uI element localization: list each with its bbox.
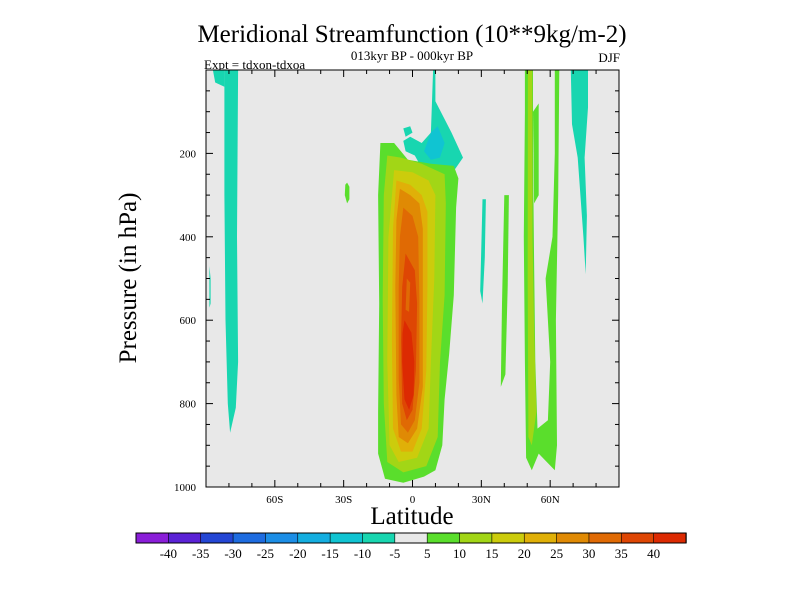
colorbar-swatch — [362, 532, 396, 544]
colorbar-swatch — [135, 532, 170, 544]
colorbar-label: -30 — [224, 546, 241, 561]
colorbar-label: 15 — [485, 546, 498, 561]
x-tick-label: 30N — [472, 494, 491, 506]
y-tick-label: 400 — [180, 232, 197, 244]
season-label: DJF — [598, 50, 620, 65]
y-tick-label: 600 — [180, 315, 197, 327]
chart-title: Meridional Streamfunction (10**9kg/m-2) — [197, 21, 626, 48]
contour-tropical-patch — [405, 278, 411, 312]
colorbar-swatch — [329, 532, 364, 544]
colorbar-label: -20 — [289, 546, 306, 561]
x-tick-label: 0 — [410, 494, 416, 506]
contour-upper-neg-left — [403, 126, 413, 137]
y-tick-label: 1000 — [174, 482, 197, 494]
contour-south-tongue — [212, 70, 225, 87]
contour-fill-layer — [209, 70, 588, 483]
contour-upper-neg-inner — [424, 126, 445, 160]
colorbar-label: -25 — [257, 546, 274, 561]
x-tick-label: 60S — [266, 494, 283, 506]
colorbar-label: 30 — [582, 546, 595, 561]
colorbar-swatch — [491, 532, 525, 544]
colorbar-swatch — [232, 532, 267, 544]
colorbar-label: -10 — [354, 546, 371, 561]
colorbar-swatch — [459, 532, 493, 544]
plot-area: 60S 30S 0 30N 60N 200 400 600 800 1000 — [174, 69, 620, 506]
x-axis-title: Latitude — [370, 503, 453, 530]
colorbar-swatch — [200, 532, 234, 544]
colorbar-frame — [135, 532, 687, 544]
colorbar-swatch — [588, 532, 622, 544]
colorbar: -40 -35 -30 -25 -20 -15 -10 -5 5 10 15 20 25 30 35 40 — [135, 532, 687, 561]
contour-south-edge — [209, 266, 211, 308]
x-tick-label: 30S — [335, 494, 352, 506]
contour-30n-neg — [480, 199, 486, 304]
contour-upper-neg-outer — [403, 70, 463, 187]
colorbar-label: -40 — [160, 546, 177, 561]
x-tick-label: 60N — [541, 494, 560, 506]
colorbar-swatch — [265, 532, 299, 544]
y-tick-label: 200 — [180, 148, 197, 160]
colorbar-swatch — [297, 532, 331, 544]
colorbar-swatch — [426, 532, 461, 544]
colorbar-label: 40 — [647, 546, 660, 561]
contour-north-far-neg — [570, 70, 588, 275]
contour-south-band — [224, 70, 239, 433]
x-axis: 60S 30S 0 30N 60N — [228, 70, 597, 506]
contour-tropical-cell-8 — [402, 320, 415, 410]
colorbar-swatch — [556, 532, 590, 544]
colorbar-label: -5 — [389, 546, 400, 561]
colorbar-label: 20 — [518, 546, 531, 561]
colorbar-label: -35 — [192, 546, 209, 561]
colorbar-swatch — [653, 532, 687, 544]
contour-north-isolated — [533, 103, 539, 204]
contour-north-band-inner — [527, 70, 537, 446]
colorbar-swatch — [523, 532, 558, 544]
colorbar-swatch — [620, 532, 655, 544]
colorbar-swatch — [394, 532, 428, 544]
colorbar-label: -15 — [321, 546, 338, 561]
colorbar-label: 25 — [550, 546, 563, 561]
chart-subtitle: 013kyr BP - 000kyr BP — [351, 48, 473, 63]
experiment-label: Expt = tdxon-tdxoa — [204, 57, 305, 72]
colorbar-label: 35 — [615, 546, 628, 561]
colorbar-label: 10 — [453, 546, 466, 561]
contour-blip-30s — [344, 182, 350, 204]
colorbar-swatch — [168, 532, 202, 544]
y-axis: 200 400 600 800 1000 — [174, 69, 619, 494]
y-axis-title: Pressure (in hPa) — [115, 193, 142, 364]
contour-north-midlat-5 — [500, 195, 509, 387]
colorbar-label: 5 — [424, 546, 431, 561]
y-tick-label: 800 — [180, 399, 197, 411]
